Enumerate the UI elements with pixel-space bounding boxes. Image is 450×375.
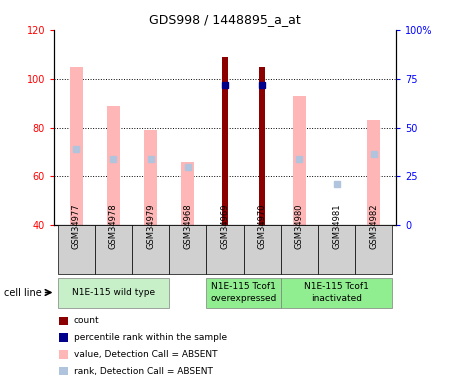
- Text: GSM34968: GSM34968: [183, 204, 192, 249]
- Bar: [144, 130, 157, 225]
- Text: GSM34979: GSM34979: [146, 204, 155, 249]
- Title: GDS998 / 1448895_a_at: GDS998 / 1448895_a_at: [149, 13, 301, 26]
- Bar: [367, 120, 380, 225]
- Text: GSM34969: GSM34969: [220, 204, 230, 249]
- Text: value, Detection Call = ABSENT: value, Detection Call = ABSENT: [74, 350, 217, 359]
- Text: rank, Detection Call = ABSENT: rank, Detection Call = ABSENT: [74, 367, 213, 375]
- Text: N1E-115 Tcof1
inactivated: N1E-115 Tcof1 inactivated: [304, 282, 369, 303]
- Text: GSM34978: GSM34978: [109, 204, 118, 249]
- Bar: [181, 162, 194, 225]
- Bar: [107, 106, 120, 225]
- Bar: [70, 67, 83, 225]
- Text: count: count: [74, 316, 99, 325]
- Text: cell line: cell line: [4, 288, 42, 297]
- Text: GSM34982: GSM34982: [369, 204, 378, 249]
- Text: GSM34981: GSM34981: [332, 204, 341, 249]
- Text: GSM34980: GSM34980: [295, 204, 304, 249]
- Text: percentile rank within the sample: percentile rank within the sample: [74, 333, 227, 342]
- Bar: [259, 67, 265, 225]
- Bar: [293, 96, 306, 225]
- Bar: [222, 57, 228, 225]
- Text: GSM34977: GSM34977: [72, 204, 81, 249]
- Text: N1E-115 Tcof1
overexpressed: N1E-115 Tcof1 overexpressed: [211, 282, 277, 303]
- Text: GSM34970: GSM34970: [258, 204, 267, 249]
- Text: N1E-115 wild type: N1E-115 wild type: [72, 288, 155, 297]
